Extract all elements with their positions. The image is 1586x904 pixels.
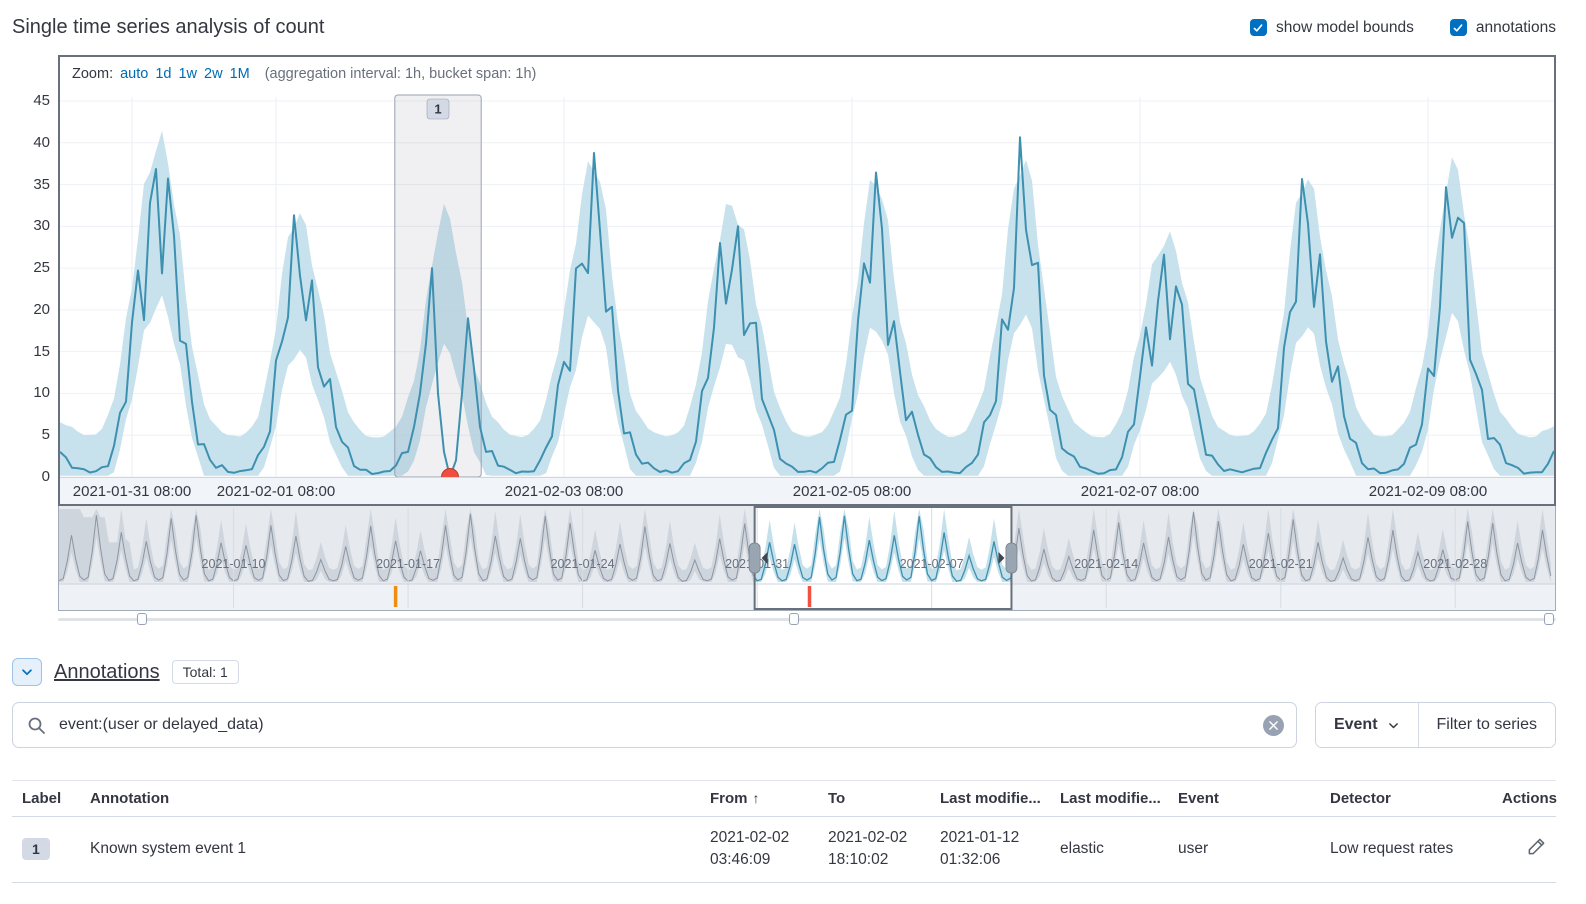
event-filter-label: Event <box>1333 716 1378 733</box>
y-axis-tick-label: 35 <box>33 175 50 193</box>
y-axis-tick-label: 30 <box>33 217 50 235</box>
zoom-1M-link[interactable]: 1M <box>229 66 250 82</box>
focus-x-axis: 2021-01-31 08:00 2021-02-01 08:00 2021-02-… <box>60 477 1554 504</box>
column-header-from[interactable]: From ↑ <box>710 790 760 807</box>
chevron-down-icon <box>1388 722 1398 728</box>
y-axis-tick-label: 40 <box>33 133 50 151</box>
zoom-1w-link[interactable]: 1w <box>178 66 198 82</box>
annotation-label-badge: 1 <box>22 838 50 861</box>
show-model-bounds-label: show model bounds <box>1275 18 1414 36</box>
x-axis-tick-label: 2021-01-31 08:00 <box>72 483 192 500</box>
context-chart-svg[interactable]: 2021-01-102021-01-172021-01-242021-01-31… <box>59 506 1555 610</box>
close-icon <box>1269 721 1278 730</box>
column-header-to[interactable]: To <box>828 790 846 807</box>
annotations-table: Label Annotation From ↑ To Last modifie..… <box>12 780 1558 883</box>
y-axis-tick-label: 0 <box>41 468 50 485</box>
column-header-detector[interactable]: Detector <box>1330 790 1391 807</box>
event-cell: user <box>1178 840 1209 858</box>
focus-y-axis: 0 5 10 15 20 25 30 35 40 45 <box>12 55 58 626</box>
y-axis-tick-label: 10 <box>33 384 50 402</box>
column-header-last-modifier[interactable]: Last modifie... <box>1060 790 1161 807</box>
scrollbar-handle-middle[interactable] <box>789 613 800 625</box>
annotation-text-cell: Known system event 1 <box>90 840 246 858</box>
table-row: 1 Known system event 1 2021-02-02 03:46:… <box>12 816 1556 883</box>
focus-chart: Zoom: auto 1d 1w 2w 1M (aggregation inte… <box>58 55 1556 506</box>
checkbox-checked-icon <box>1249 19 1267 36</box>
last-modifier-cell: elastic <box>1060 840 1104 858</box>
x-axis-tick-label: 2021-02-05 08:00 <box>792 483 912 500</box>
to-cell: 2021-02-02 18:10:02 <box>828 829 908 869</box>
context-chart[interactable]: 2021-01-102021-01-172021-01-242021-01-31… <box>58 506 1556 611</box>
annotations-section-header: Annotations Total: 1 <box>12 658 1556 686</box>
show-model-bounds-checkbox[interactable]: show model bounds <box>1249 18 1414 37</box>
svg-text:2021-01-17: 2021-01-17 <box>376 557 440 571</box>
annotations-search-row: Event Filter to series <box>12 702 1556 748</box>
collapse-annotations-button[interactable] <box>12 658 42 686</box>
from-cell: 2021-02-02 03:46:09 <box>710 829 790 869</box>
zoom-caption: Zoom: <box>72 66 114 82</box>
scrollbar-track <box>58 618 1556 621</box>
x-axis-tick-label: 2021-02-07 08:00 <box>1080 483 1200 500</box>
annotations-checkbox-label: annotations <box>1475 18 1556 36</box>
annotations-checkbox[interactable]: annotations <box>1449 18 1556 37</box>
search-icon <box>28 717 45 734</box>
x-axis-tick-label: 2021-02-01 08:00 <box>216 483 336 500</box>
detector-cell: Low request rates <box>1330 840 1454 858</box>
x-axis-tick-label: 2021-02-09 08:00 <box>1368 483 1488 500</box>
x-axis-tick-label: 2021-02-03 08:00 <box>504 483 624 500</box>
filter-to-series-button[interactable]: Filter to series <box>1418 703 1555 747</box>
svg-text:2021-02-14: 2021-02-14 <box>1074 557 1138 571</box>
column-header-event[interactable]: Event <box>1178 790 1219 807</box>
focus-plot[interactable]: 1 <box>59 91 1555 486</box>
aggregation-info: (aggregation interval: 1h, bucket span: … <box>264 66 537 82</box>
zoom-1d-link[interactable]: 1d <box>155 66 172 82</box>
last-modified-cell: 2021-01-12 01:32:06 <box>940 829 1020 869</box>
svg-text:2021-02-21: 2021-02-21 <box>1249 557 1313 571</box>
zoom-bar: Zoom: auto 1d 1w 2w 1M (aggregation inte… <box>60 57 1554 91</box>
svg-text:2021-02-07: 2021-02-07 <box>900 557 964 571</box>
zoom-auto-link[interactable]: auto <box>120 66 149 82</box>
column-header-label[interactable]: Label <box>22 790 62 807</box>
sort-ascending-icon: ↑ <box>752 790 760 806</box>
column-header-annotation[interactable]: Annotation <box>90 790 170 807</box>
checkbox-checked-icon <box>1449 19 1467 36</box>
edit-annotation-icon[interactable] <box>1527 837 1546 856</box>
y-axis-tick-label: 45 <box>33 92 50 109</box>
chart-column: Zoom: auto 1d 1w 2w 1M (aggregation inte… <box>58 55 1556 626</box>
button-divider <box>1417 703 1419 747</box>
chevron-down-icon <box>22 669 32 676</box>
y-axis-tick-label: 20 <box>33 300 50 318</box>
zoom-2w-link[interactable]: 2w <box>204 66 223 82</box>
table-header-row: Label Annotation From ↑ To Last modifie..… <box>12 780 1558 816</box>
clear-search-button[interactable] <box>1262 715 1284 736</box>
svg-text:1: 1 <box>434 102 441 117</box>
event-filter-button[interactable]: Event <box>1315 703 1418 747</box>
chart-area: 0 5 10 15 20 25 30 35 40 45 Zoom: auto 1d 1w 2w 1… <box>12 55 1556 626</box>
focus-chart-svg[interactable]: 1 <box>59 91 1555 486</box>
column-header-last-modified[interactable]: Last modifie... <box>940 790 1041 807</box>
annotations-search-box <box>12 702 1297 748</box>
scrollbar-handle-left[interactable] <box>137 613 148 625</box>
column-header-actions: Actions <box>1502 790 1558 807</box>
page-title: Single time series analysis of count <box>12 16 325 38</box>
header-checkboxes: show model bounds annotations <box>1249 18 1556 37</box>
y-axis-tick-label: 5 <box>41 426 50 444</box>
svg-text:2021-01-24: 2021-01-24 <box>551 557 615 571</box>
header: Single time series analysis of count sho… <box>12 6 1556 55</box>
annotations-search-input[interactable] <box>13 716 1296 734</box>
annotations-total-badge: Total: 1 <box>171 660 239 684</box>
svg-text:2021-02-28: 2021-02-28 <box>1423 557 1487 571</box>
chart-scrollbar[interactable] <box>58 612 1556 626</box>
filter-group: Event Filter to series <box>1314 702 1556 748</box>
y-axis-tick-label: 15 <box>33 342 50 360</box>
svg-text:2021-01-10: 2021-01-10 <box>202 557 266 571</box>
y-axis-tick-label: 25 <box>33 259 50 277</box>
annotations-heading[interactable]: Annotations <box>54 660 160 683</box>
scrollbar-handle-right[interactable] <box>1544 613 1554 625</box>
